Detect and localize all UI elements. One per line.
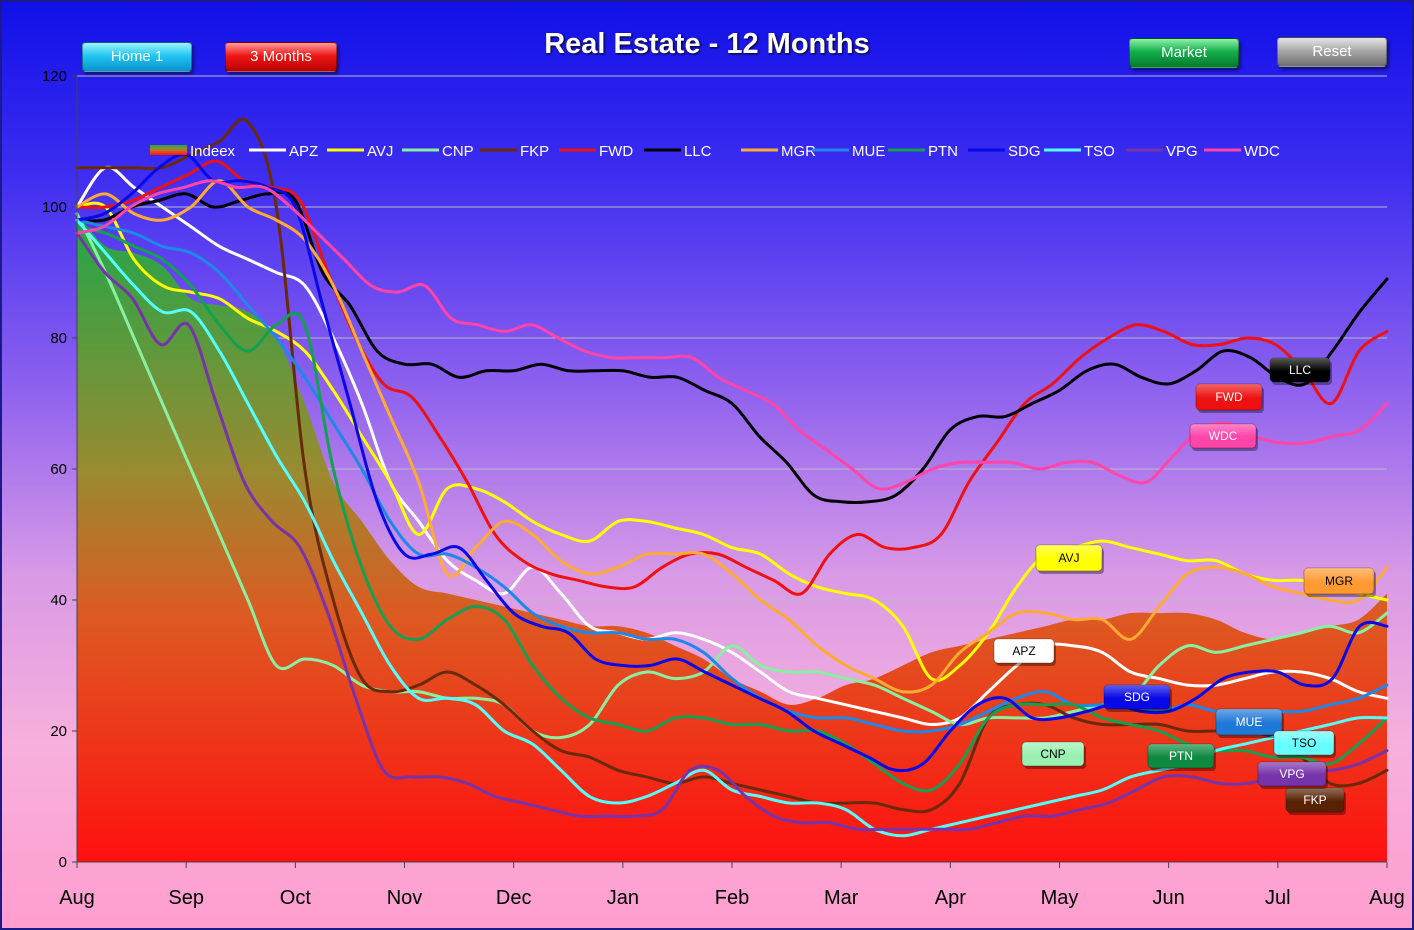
x-tick-label: Jun [1153,887,1185,909]
x-tick-label: Nov [387,887,423,909]
svg-text:MGR: MGR [1325,574,1353,588]
y-tick-label: 120 [42,68,67,85]
svg-text:TSO: TSO [1292,736,1317,750]
series-tag-mue: MUE [1215,708,1284,738]
series-line-avj [75,201,1389,682]
x-tick-label: Oct [280,887,312,909]
svg-text:MUE: MUE [1236,715,1263,729]
series-line-mgr [75,179,1389,694]
series-tag-wdc: WDC [1189,423,1258,451]
legend-label-mgr: MGR [781,143,816,160]
chart-title: Real Estate - 12 Months [544,28,870,60]
reset-button[interactable]: Reset [1277,37,1387,67]
x-tick-label: Jan [607,887,639,909]
x-tick-label: Dec [496,887,532,909]
series-line-llc [75,190,1389,505]
series-tag-ptn: PTN [1147,743,1216,771]
svg-text:FWD: FWD [1215,390,1243,404]
market-button[interactable]: Market [1129,38,1239,68]
x-tick-label: Feb [715,887,749,909]
legend-label-wdc: WDC [1244,143,1280,160]
y-tick-label: 20 [50,723,67,740]
series-tag-apz: APZ [993,638,1056,666]
three-months-button[interactable]: 3 Months [225,42,337,72]
legend-swatch [150,145,187,155]
y-tick-label: 40 [50,592,67,609]
legend-label-indeex: Indeex [190,143,236,160]
x-tick-label: May [1041,887,1079,909]
index-area-fill [77,213,1387,863]
y-tick-label: 0 [59,854,67,871]
series-tags: APZ AVJ CNP FKP FWD LLC MGR MUE PTN SDG TSO VPG WDC [993,357,1376,815]
legend-label-tso: TSO [1084,143,1115,160]
x-tick-label: Sep [168,887,204,909]
x-tick-label: Mar [824,887,859,909]
y-tick-label: 100 [42,199,67,216]
x-tick-label: Apr [935,887,966,909]
series-line-apz [75,165,1389,726]
axes: 0 20 40 60 80 100 120 Aug Sep Oct Nov Dec Jan Feb Mar A… [42,68,1405,909]
legend-label-apz: APZ [289,143,318,160]
legend-label-mue: MUE [852,143,885,160]
series-line-cnp [75,212,1389,740]
legend-label-fkp: FKP [520,143,549,160]
x-tick-label: Aug [1369,887,1405,909]
series-tag-cnp: CNP [1021,741,1086,769]
series-line-fwd [75,159,1389,596]
series-line-sdg [75,152,1389,773]
svg-text:AVJ: AVJ [1058,551,1079,565]
x-tick-label: Jul [1265,887,1291,909]
y-tick-label: 60 [50,461,67,478]
series-line-vpg [75,231,1389,832]
index-area [77,213,1387,863]
series-line-ptn [75,225,1389,793]
svg-text:SDG: SDG [1124,690,1150,704]
series-line-wdc [75,179,1389,491]
svg-text:CNP: CNP [1040,747,1065,761]
series-tag-llc: LLC [1269,357,1332,385]
series-line-mue [75,218,1389,734]
svg-text:VPG: VPG [1279,767,1304,781]
legend-label-fwd: FWD [599,143,633,160]
svg-text:PTN: PTN [1169,749,1193,763]
series-tag-avj: AVJ [1035,544,1104,574]
series-tag-vpg: VPG [1257,761,1328,789]
series-tag-sdg: SDG [1103,684,1172,712]
legend-label-llc: LLC [684,143,712,160]
series-tag-fwd: FWD [1195,383,1264,413]
y-tick-label: 80 [50,330,67,347]
legend-label-avj: AVJ [367,143,393,160]
series-line-tso [75,218,1389,838]
svg-text:LLC: LLC [1289,363,1311,377]
series-tag-mgr: MGR [1303,567,1376,597]
svg-text:WDC: WDC [1209,429,1238,443]
x-tick-label: Aug [59,887,95,909]
series-line-fkp [75,117,1389,814]
legend: Indeex APZ AVJ CNP FKP FWD LLC MGR MUE PTN SDG TSO V… [150,143,1280,160]
svg-text:APZ: APZ [1012,644,1035,658]
series-tag-tso: TSO [1273,730,1336,758]
svg-text:FKP: FKP [1303,793,1326,807]
series-tag-fkp: FKP [1285,787,1346,815]
legend-label-sdg: SDG [1008,143,1041,160]
legend-label-ptn: PTN [928,143,958,160]
home-1-button[interactable]: Home 1 [82,42,192,72]
series-lines [75,117,1389,838]
legend-label-cnp: CNP [442,143,474,160]
legend-label-vpg: VPG [1166,143,1198,160]
